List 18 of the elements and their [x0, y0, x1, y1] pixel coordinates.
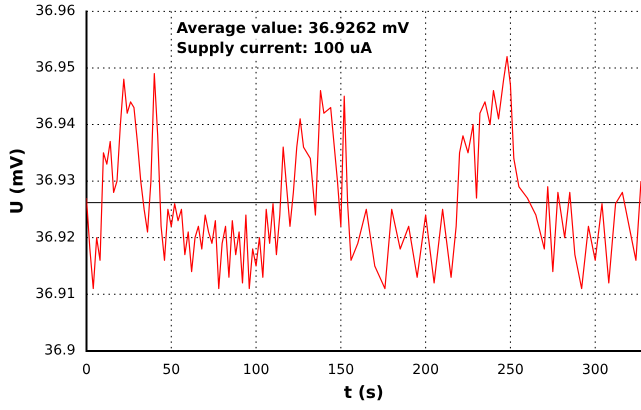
y-axis-title: U (mV)	[8, 148, 28, 214]
x-tick-label: 300	[582, 362, 609, 378]
y-tick-label: 36.9	[44, 342, 76, 358]
y-tick-label: 36.94	[35, 116, 76, 132]
y-tick-label: 36.95	[35, 60, 76, 76]
y-tick-label: 36.91	[35, 286, 76, 302]
x-tick-label: 0	[82, 362, 91, 378]
y-tick-label: 36.93	[35, 172, 76, 189]
x-tick-label: 250	[497, 362, 524, 378]
annotation: Average value: 36.9262 mV	[176, 18, 410, 37]
x-tick-label: 50	[162, 362, 180, 378]
y-tick-label: 36.92	[35, 229, 76, 246]
x-tick-label: 150	[327, 362, 354, 378]
annotation: Supply current: 100 uA	[176, 38, 372, 57]
x-axis-title: t (s)	[344, 383, 384, 404]
x-tick-label: 100	[242, 362, 270, 378]
y-tick-label: 36.96	[35, 3, 76, 20]
x-tick-label: 200	[412, 362, 440, 378]
